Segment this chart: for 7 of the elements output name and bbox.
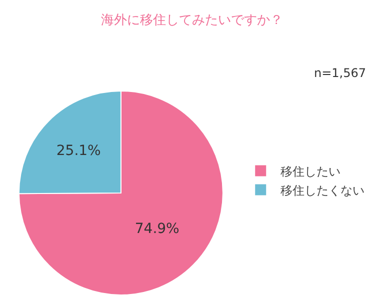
legend-label: 移住したい: [280, 164, 341, 178]
text: n=1,567: [314, 66, 366, 80]
chart-title: 海外に移住してみたいですか？: [101, 13, 283, 28]
pie-slice: [18, 90, 224, 296]
legend-label: 移住したくない: [280, 183, 365, 198]
data-label: 74.9%: [134, 220, 180, 237]
data-label: 25.1%: [56, 142, 101, 159]
